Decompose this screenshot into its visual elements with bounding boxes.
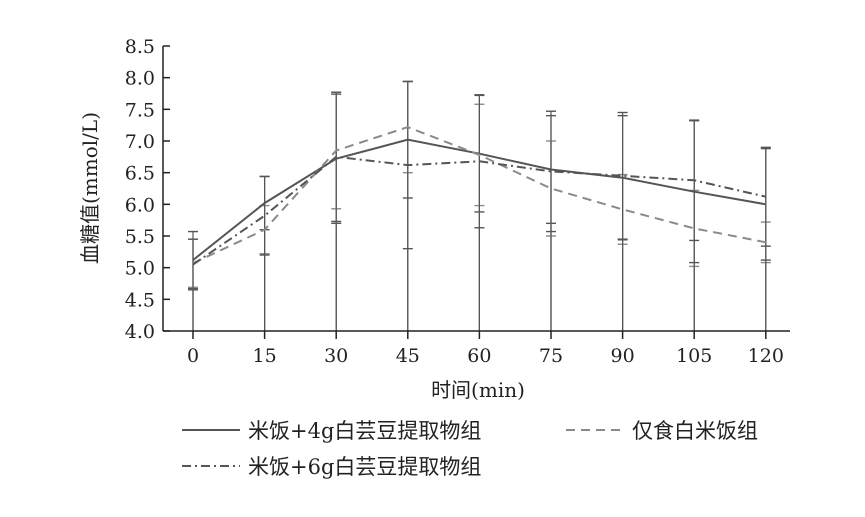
x-tick-label: 105	[676, 345, 712, 367]
x-tick-label: 60	[467, 345, 491, 367]
legend-label-series-3: 米饭+6g白芸豆提取物组	[248, 455, 481, 479]
error-bars	[188, 80, 771, 331]
axes	[162, 46, 790, 332]
y-axis-title: 血糖值(mmol/L)	[78, 112, 102, 264]
legend-item-series-2: 仅食白米饭组	[566, 419, 758, 443]
legend-item-series-1: 米饭+4g白芸豆提取物组	[182, 419, 481, 443]
x-tick-label: 30	[324, 345, 348, 367]
x-tick-label: 15	[253, 345, 277, 367]
y-tick-label: 5.5	[125, 226, 155, 248]
x-tick-label: 45	[396, 345, 420, 367]
y-tick-label: 5.0	[125, 258, 155, 280]
y-tick-label: 6.5	[125, 163, 155, 185]
legend-label-series-1: 米饭+4g白芸豆提取物组	[248, 419, 481, 443]
y-tick-label: 7.5	[125, 99, 155, 121]
y-tick-label: 7.0	[125, 131, 155, 153]
y-tick-label: 4.0	[125, 321, 155, 343]
legend-label-series-2: 仅食白米饭组	[632, 419, 758, 443]
series-line-3	[192, 155, 767, 266]
y-tick-label: 8.5	[125, 36, 155, 58]
y-tick-label: 6.0	[125, 194, 155, 216]
series-line-1	[192, 138, 766, 261]
x-tick-label: 120	[748, 345, 784, 367]
x-tick-label: 0	[187, 345, 199, 367]
y-tick-label: 4.5	[125, 289, 155, 311]
x-ticks: 0 15 30 45 60 75 90 105 120	[187, 331, 784, 367]
y-tick-label: 8.0	[125, 68, 155, 90]
series-line-2	[192, 126, 766, 265]
legend-item-series-3: 米饭+6g白芸豆提取物组	[182, 455, 481, 479]
x-axis-title: 时间(min)	[431, 378, 525, 402]
series-lines	[192, 126, 767, 266]
x-tick-label: 90	[611, 345, 635, 367]
legend: 米饭+4g白芸豆提取物组 仅食白米饭组 米饭+6g白芸豆提取物组	[182, 419, 758, 479]
x-tick-label: 75	[539, 345, 563, 367]
y-ticks: 4.0 4.5 5.0 5.5 6.0 6.5 7.0 7.5 8.0 8.5	[125, 36, 170, 343]
